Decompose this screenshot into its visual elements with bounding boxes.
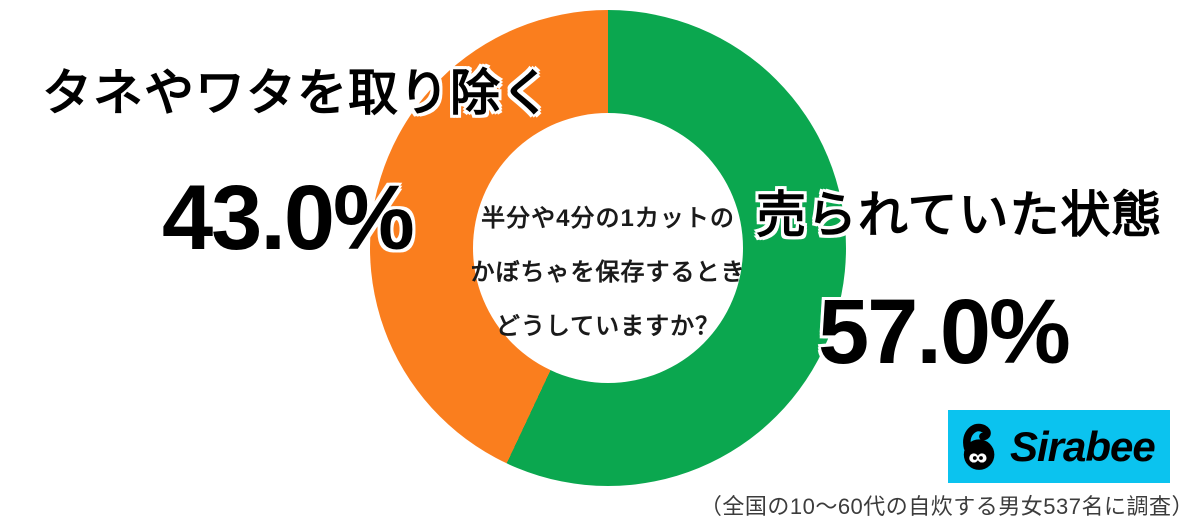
value-orange-slice: 43.0%	[162, 167, 415, 269]
center-question-line-3: どうしていますか？	[495, 313, 721, 340]
center-question: 半分や4分の1カットの かぼちゃを保存するとき どうしていますか？	[471, 192, 746, 354]
sirabee-brand-text: Sirabee	[1010, 422, 1156, 470]
label-orange-slice: タネやワタを取り除く	[42, 65, 552, 121]
donut-hole	[473, 113, 743, 383]
sirabee-logo: Sirabee	[948, 410, 1170, 483]
label-green-slice: 売られていた状態	[756, 187, 1163, 243]
sirabee-mascot-icon	[963, 423, 995, 470]
value-green-slice: 57.0%	[818, 281, 1071, 383]
survey-caption: （全国の10〜60代の自炊する男女537名に調査）	[699, 494, 1194, 519]
center-question-line-1: 半分や4分の1カットの	[481, 205, 735, 232]
center-question-line-2: かぼちゃを保存するとき	[470, 259, 746, 286]
